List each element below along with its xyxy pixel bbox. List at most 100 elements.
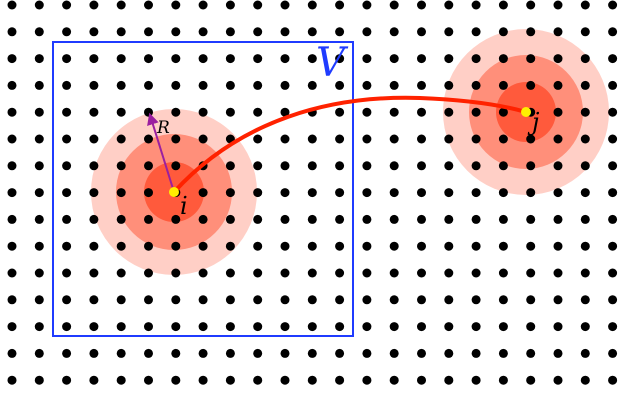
lattice-dot — [280, 27, 290, 37]
lattice-dot — [307, 134, 317, 144]
lattice-dot — [444, 80, 454, 90]
lattice-dot — [198, 54, 208, 64]
lattice-dot — [89, 241, 99, 251]
lattice-dot — [89, 54, 99, 64]
lattice-dot — [608, 322, 618, 332]
lattice-dot — [253, 188, 263, 198]
lattice-dot — [198, 107, 208, 117]
lattice-dot — [280, 54, 290, 64]
lattice-dot — [198, 27, 208, 37]
lattice-dot — [580, 107, 590, 117]
site-i-label: i — [180, 192, 188, 220]
lattice-dot — [7, 80, 17, 90]
site-i-center — [169, 187, 179, 197]
lattice-dot — [335, 375, 345, 385]
lattice-dot — [280, 241, 290, 251]
lattice-dot — [7, 214, 17, 224]
lattice-dot — [198, 214, 208, 224]
lattice-dot — [444, 375, 454, 385]
lattice-dot — [444, 27, 454, 37]
lattice-dot — [62, 134, 72, 144]
lattice-dot — [498, 188, 508, 198]
lattice-dot — [225, 54, 235, 64]
lattice-dot — [362, 161, 372, 171]
lattice-dot — [498, 241, 508, 251]
lattice-dot — [471, 188, 481, 198]
lattice-dot — [89, 322, 99, 332]
lattice-dot — [62, 54, 72, 64]
lattice-dot — [498, 0, 508, 10]
lattice-dot — [608, 375, 618, 385]
lattice-dot — [89, 161, 99, 171]
lattice-dot — [580, 134, 590, 144]
lattice-dot — [144, 268, 153, 278]
lattice-dot — [253, 241, 263, 251]
lattice-dot — [580, 322, 590, 332]
lattice-dot — [553, 188, 563, 198]
lattice-dot — [307, 241, 317, 251]
lattice-dot — [253, 375, 263, 385]
lattice-dot — [553, 295, 563, 305]
lattice-dot — [89, 107, 99, 117]
region-v-box — [52, 41, 354, 337]
lattice-dot — [608, 214, 618, 224]
lattice-dot — [225, 161, 235, 171]
lattice-dot — [498, 322, 508, 332]
lattice-dot — [498, 268, 508, 278]
lattice-dot — [335, 54, 345, 64]
lattice-dot — [444, 348, 454, 358]
lattice-dot — [62, 27, 72, 37]
lattice-dot — [471, 268, 481, 278]
lattice-dot — [389, 107, 399, 117]
lattice-dot — [171, 134, 181, 144]
lattice-dot — [526, 27, 536, 37]
lattice-dot — [389, 27, 399, 37]
lattice-dot — [580, 295, 590, 305]
lattice-dot — [7, 54, 17, 64]
lattice-dot — [389, 322, 399, 332]
lattice-dot — [89, 134, 99, 144]
lattice-dot — [362, 54, 372, 64]
lattice-dot — [362, 348, 372, 358]
lattice-dot — [444, 134, 454, 144]
lattice-dot — [608, 54, 618, 64]
lattice-dot — [225, 295, 235, 305]
lattice-dot — [362, 268, 372, 278]
lattice-dot — [362, 107, 372, 117]
lattice-dot — [34, 322, 44, 332]
lattice-dot — [89, 348, 99, 358]
lattice-dot — [171, 375, 181, 385]
lattice-dot — [526, 54, 536, 64]
lattice-dot — [116, 54, 126, 64]
lattice-dot — [7, 0, 17, 10]
lattice-dot — [171, 54, 181, 64]
lattice-dot — [198, 80, 208, 90]
lattice-dot — [62, 322, 72, 332]
lattice-dot — [444, 161, 454, 171]
lattice-dot — [34, 268, 44, 278]
lattice-dot — [253, 161, 263, 171]
lattice-dot — [417, 80, 426, 90]
lattice-dot — [116, 161, 126, 171]
lattice-dot — [389, 188, 399, 198]
lattice-dot — [307, 322, 317, 332]
lattice-dot — [362, 134, 372, 144]
lattice-dot — [7, 375, 17, 385]
lattice-dot — [526, 161, 536, 171]
lattice-dot — [608, 161, 618, 171]
lattice-dot — [198, 188, 208, 198]
lattice-dot — [608, 348, 618, 358]
lattice-dot — [608, 241, 618, 251]
lattice-dot — [62, 0, 72, 10]
lattice-dot — [225, 241, 235, 251]
lattice-dot — [280, 134, 290, 144]
lattice-dot — [389, 348, 399, 358]
lattice-dot — [7, 27, 17, 37]
lattice-dot — [144, 214, 153, 224]
interaction-curve — [172, 95, 528, 194]
lattice-dot — [553, 268, 563, 278]
lattice-dot — [198, 241, 208, 251]
lattice-dot — [526, 241, 536, 251]
lattice-dot — [116, 107, 126, 117]
